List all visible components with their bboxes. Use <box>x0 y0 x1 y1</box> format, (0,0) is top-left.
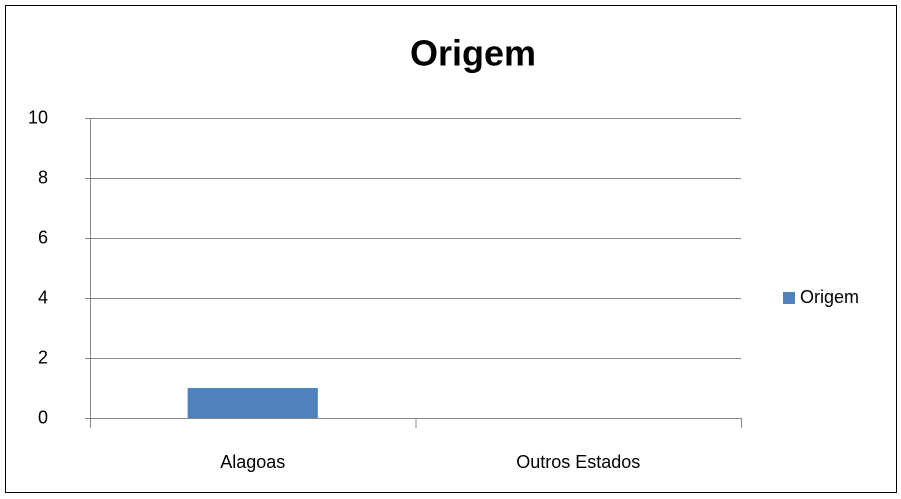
y-tick-label: 8 <box>38 167 48 187</box>
y-tick-label: 2 <box>38 347 48 367</box>
y-tick-label: 10 <box>28 107 48 127</box>
y-tick-label: 6 <box>38 227 48 247</box>
chart-border <box>5 5 897 493</box>
legend-label: Origem <box>800 287 859 307</box>
x-tick-label: Outros Estados <box>516 452 640 472</box>
y-tick-label: 0 <box>38 407 48 427</box>
y-tick-label: 4 <box>38 287 48 307</box>
legend-swatch <box>783 292 795 304</box>
x-tick-label: Alagoas <box>220 452 285 472</box>
chart-title: Origem <box>410 33 536 74</box>
bar <box>187 388 318 418</box>
